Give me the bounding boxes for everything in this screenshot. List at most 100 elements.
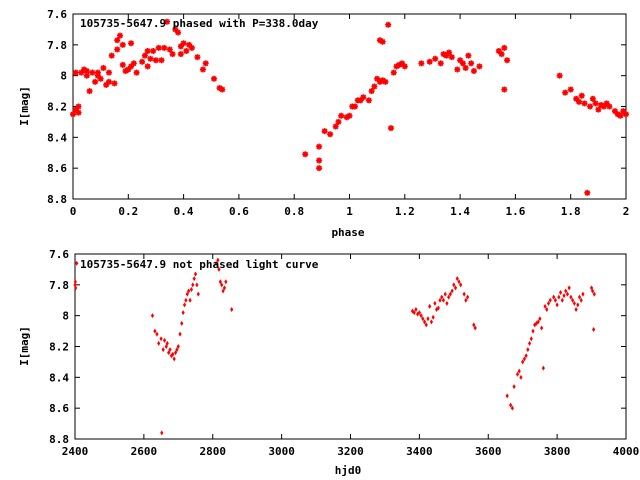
data-point — [432, 55, 439, 62]
x-axis-label: phase — [331, 226, 364, 239]
data-point — [611, 108, 618, 115]
data-point — [153, 328, 157, 334]
axis-ticks — [72, 13, 627, 200]
data-points — [73, 257, 596, 436]
data-point — [185, 291, 189, 297]
data-point — [70, 111, 76, 118]
data-point — [162, 337, 167, 343]
data-point — [538, 316, 542, 322]
data-point — [590, 288, 595, 294]
data-point — [464, 297, 468, 303]
data-point — [379, 38, 386, 45]
data-point — [211, 75, 218, 82]
y-tick-label: 8.4 — [49, 371, 69, 384]
data-point — [576, 302, 580, 308]
data-point — [558, 290, 563, 296]
data-point — [97, 75, 104, 82]
data-point — [191, 282, 195, 288]
data-point — [555, 302, 559, 308]
axis-ticks — [74, 253, 627, 440]
data-point — [428, 303, 432, 309]
x-tick-labels: 2400 2600 2800 3000 3200 3400 3600 3800 4000 — [62, 445, 640, 458]
data-point — [426, 316, 430, 322]
data-point — [441, 297, 446, 303]
data-point — [457, 279, 461, 285]
y-tick-label: 7.8 — [49, 279, 69, 292]
data-point — [181, 310, 185, 316]
data-point — [360, 94, 367, 101]
data-point — [465, 294, 470, 300]
data-point — [541, 365, 545, 371]
data-point — [382, 78, 389, 85]
data-point — [572, 300, 576, 306]
data-point — [617, 112, 624, 119]
data-point — [219, 86, 226, 93]
y-tick-label: 8.4 — [47, 131, 67, 144]
data-point — [521, 359, 525, 365]
data-point — [175, 29, 182, 36]
data-point — [144, 63, 151, 70]
data-point — [147, 55, 154, 62]
data-point — [445, 300, 449, 306]
data-point — [105, 69, 112, 76]
data-point — [509, 402, 513, 408]
data-point — [119, 61, 126, 68]
data-point — [438, 297, 442, 303]
data-point — [183, 48, 190, 54]
data-point — [517, 368, 521, 374]
data-point — [165, 340, 169, 346]
data-point — [498, 51, 505, 58]
data-point — [440, 294, 444, 300]
data-point — [73, 282, 77, 288]
data-point — [436, 305, 440, 311]
data-point — [571, 297, 575, 303]
data-point — [579, 297, 583, 303]
x-tick-label: 2600 — [131, 445, 158, 458]
data-point — [103, 81, 110, 88]
data-point — [72, 69, 79, 76]
data-point — [196, 291, 200, 297]
data-point — [94, 69, 101, 76]
x-tick-label: 3200 — [337, 445, 364, 458]
data-point — [114, 37, 121, 44]
data-point — [540, 325, 544, 331]
x-tick-label: 1 — [346, 205, 353, 218]
unphased-light-curve-plot: 2400 2600 2800 3000 3200 3400 3600 3800 4000 7.6… — [18, 248, 639, 477]
y-tick-label: 8.2 — [49, 341, 69, 354]
data-point — [139, 58, 146, 65]
data-point — [184, 297, 188, 303]
y-tick-label: 7.8 — [47, 39, 67, 52]
y-tick-label: 8 — [60, 70, 67, 83]
data-point — [176, 344, 180, 349]
data-point — [218, 279, 222, 285]
data-point — [546, 300, 551, 306]
y-axis-label: I[mag] — [18, 86, 31, 126]
data-point — [159, 336, 163, 342]
x-tick-label: 1.2 — [395, 205, 415, 218]
data-point — [410, 308, 415, 314]
data-point — [316, 165, 323, 172]
data-point — [519, 374, 523, 380]
data-point — [468, 60, 475, 67]
data-point — [230, 307, 234, 312]
data-point — [526, 347, 530, 353]
data-point — [178, 331, 182, 337]
data-point — [180, 40, 187, 47]
x-tick-label: 0 — [70, 205, 77, 218]
data-point — [193, 271, 198, 277]
data-point — [177, 51, 184, 58]
y-tick-label: 8.2 — [47, 101, 67, 114]
data-point — [83, 72, 90, 79]
chart-title: 105735-5647.9 phased with P=338.0day — [80, 17, 319, 30]
data-point — [335, 118, 342, 125]
x-tick-label: 0.6 — [229, 205, 249, 218]
data-point — [562, 89, 569, 96]
data-point — [130, 60, 137, 67]
data-point — [623, 111, 629, 118]
data-point — [575, 98, 582, 105]
data-point — [419, 313, 423, 319]
data-point — [133, 69, 140, 76]
data-point — [144, 48, 151, 54]
data-point — [316, 157, 323, 164]
data-point — [371, 83, 378, 90]
